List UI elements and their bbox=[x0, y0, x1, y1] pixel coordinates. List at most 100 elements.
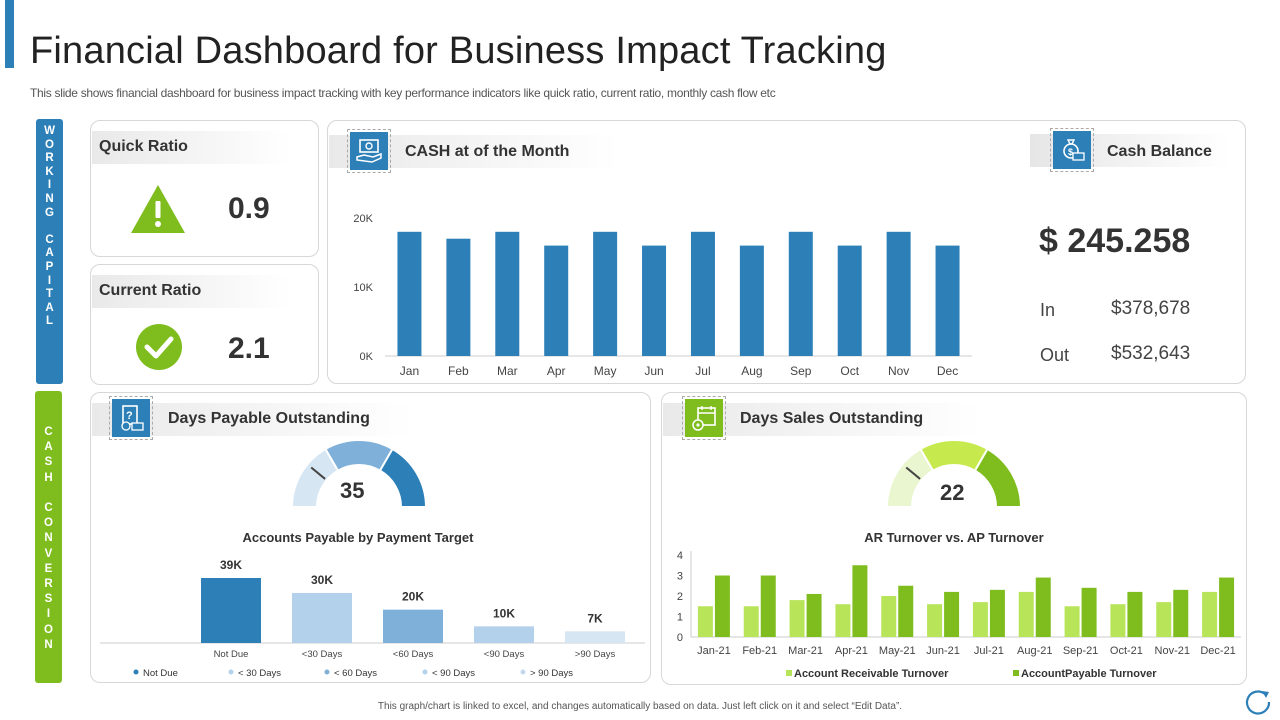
ap-value-label: 10K bbox=[493, 606, 515, 620]
ap-bar bbox=[383, 609, 443, 643]
side-label-letter: C bbox=[44, 426, 53, 438]
ap-legend-marker bbox=[228, 669, 234, 675]
ar-turnover-bar bbox=[927, 604, 943, 637]
ap-chart-title: Accounts Payable by Payment Target bbox=[243, 530, 475, 545]
turnover-x-tick: Oct-21 bbox=[1110, 645, 1143, 657]
cash-bar bbox=[788, 231, 813, 356]
warning-triangle-icon bbox=[131, 185, 185, 233]
turnover-y-tick: 3 bbox=[677, 571, 683, 583]
cash-bar bbox=[642, 245, 667, 356]
cash-out-value: $532,643 bbox=[1111, 343, 1191, 364]
side-label-letter: K bbox=[45, 165, 54, 178]
dpo-label: Days Payable Outstanding bbox=[168, 410, 370, 427]
ap-x-tick: <90 Days bbox=[484, 649, 525, 660]
turnover-x-tick: Nov-21 bbox=[1155, 645, 1190, 657]
cash-in-value: $378,678 bbox=[1111, 298, 1191, 319]
side-label-letter: I bbox=[47, 179, 52, 192]
cash-bar bbox=[495, 231, 520, 356]
ap-value-label: 30K bbox=[311, 573, 333, 587]
ap-legend-label: < 90 Days bbox=[432, 668, 475, 679]
turnover-x-tick: Dec-21 bbox=[1200, 645, 1235, 657]
turnover-legend-label: AccountPayable Turnover bbox=[1021, 668, 1157, 680]
side-label-letter: I bbox=[47, 274, 52, 287]
dso-gauge bbox=[885, 439, 1023, 508]
side-label-letter bbox=[36, 220, 63, 234]
cash-y-tick: 0K bbox=[360, 351, 374, 363]
ap-turnover-bar bbox=[1035, 577, 1051, 637]
page-title: Financial Dashboard for Business Impact … bbox=[30, 30, 887, 72]
cash-bar bbox=[886, 231, 911, 356]
dso-label: Days Sales Outstanding bbox=[740, 410, 924, 427]
ap-turnover-bar bbox=[760, 575, 776, 637]
ap-turnover-bar bbox=[714, 575, 730, 637]
side-label-letter: L bbox=[45, 315, 54, 328]
cash-y-tick: 20K bbox=[353, 213, 373, 225]
ar-turnover-bar bbox=[697, 606, 713, 637]
cash-x-tick: Jan bbox=[400, 364, 419, 378]
ap-x-tick: Not Due bbox=[214, 649, 249, 660]
side-label-letter: R bbox=[45, 152, 54, 165]
side-label-letter: N bbox=[45, 192, 54, 205]
page-subtitle: This slide shows financial dashboard for… bbox=[30, 86, 776, 100]
ap-turnover-bar bbox=[1219, 577, 1235, 637]
side-label-letter: A bbox=[45, 301, 54, 314]
ap-legend-label: < 30 Days bbox=[238, 668, 281, 679]
cash-balance-amount: $ 245.258 bbox=[1039, 222, 1191, 260]
cash-x-tick: Feb bbox=[448, 364, 469, 378]
cash-balance-label: Cash Balance bbox=[1107, 143, 1212, 160]
turnover-y-tick: 1 bbox=[677, 612, 683, 624]
turnover-x-tick: Aug-21 bbox=[1017, 645, 1052, 657]
ap-bar bbox=[565, 631, 625, 643]
ar-turnover-bar bbox=[1018, 591, 1034, 637]
ar-turnover-bar bbox=[1110, 604, 1126, 637]
cash-bar bbox=[446, 238, 471, 356]
turnover-x-tick: Jun-21 bbox=[926, 645, 960, 657]
current-ratio-label: Current Ratio bbox=[99, 282, 202, 299]
current-ratio-value: 2.1 bbox=[228, 332, 270, 365]
side-label-letter: O bbox=[44, 623, 53, 636]
side-label-letter: I bbox=[46, 608, 51, 621]
cash-hand-icon bbox=[356, 139, 382, 163]
ap-legend-marker bbox=[324, 669, 330, 675]
svg-text:?: ? bbox=[126, 410, 133, 422]
ap-x-tick: <30 Days bbox=[302, 649, 343, 660]
cash-x-tick: Nov bbox=[888, 364, 909, 378]
side-label-letter: N bbox=[44, 638, 53, 651]
turnover-y-tick: 4 bbox=[677, 550, 683, 562]
quick-ratio-label: Quick Ratio bbox=[99, 138, 188, 155]
cash-x-tick: Sep bbox=[790, 364, 812, 378]
ap-turnover-bar bbox=[944, 591, 960, 637]
side-label-letter: E bbox=[44, 562, 53, 575]
gauge-needle bbox=[905, 466, 921, 480]
title-accent-bar bbox=[5, 0, 14, 68]
side-label-letter: O bbox=[45, 138, 54, 151]
dpo-value: 35 bbox=[340, 478, 365, 503]
ar-turnover-bar bbox=[789, 600, 805, 637]
ap-legend-marker bbox=[520, 669, 526, 675]
cash-bar bbox=[544, 245, 569, 356]
quick-ratio-card: Quick Ratio 0.9 bbox=[90, 120, 319, 257]
ar-turnover-bar bbox=[881, 596, 897, 637]
cash-in-label: In bbox=[1040, 300, 1056, 320]
ap-legend-label: Not Due bbox=[143, 668, 178, 679]
quick-ratio-value: 0.9 bbox=[228, 192, 270, 225]
turnover-chart-title: AR Turnover vs. AP Turnover bbox=[864, 530, 1043, 545]
cash-card: CASH at of the Month Cash Balance bbox=[327, 120, 1246, 384]
ap-bar bbox=[201, 578, 261, 643]
ap-value-label: 20K bbox=[402, 590, 424, 604]
side-label-letter: R bbox=[44, 578, 53, 591]
dpo-icon-box: ? bbox=[109, 396, 153, 440]
turnover-x-tick: Feb-21 bbox=[742, 645, 777, 657]
refresh-icon[interactable] bbox=[1243, 686, 1273, 716]
cash-bar bbox=[690, 231, 715, 356]
side-label-letter: G bbox=[45, 206, 54, 219]
cash-bar bbox=[935, 245, 960, 356]
side-label-letter: T bbox=[45, 288, 54, 301]
calendar-gear-icon bbox=[692, 406, 716, 431]
checkmark-icon bbox=[136, 324, 182, 370]
side-label-letter: P bbox=[45, 260, 54, 273]
cash-month-icon-box bbox=[347, 129, 391, 173]
gauge-needle bbox=[310, 466, 326, 480]
